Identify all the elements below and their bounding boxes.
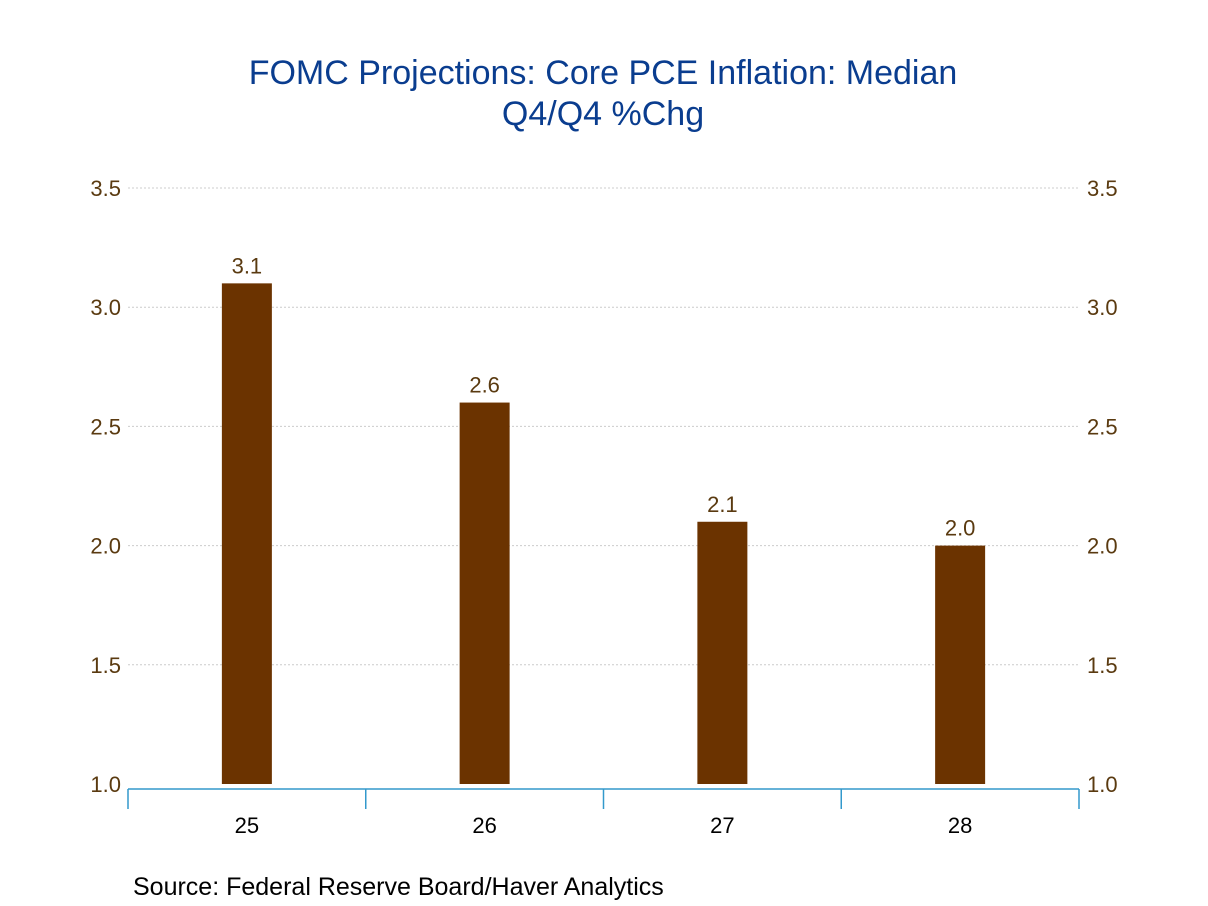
x-tick-label-26: 26 — [472, 813, 496, 838]
y-tick-left-3.0: 3.0 — [90, 295, 121, 320]
y-tick-left-3.5: 3.5 — [90, 176, 121, 201]
y-tick-left-1.0: 1.0 — [90, 772, 121, 797]
bar-26 — [459, 402, 510, 784]
gridlines — [128, 187, 1079, 666]
x-axis: 25 26 27 28 — [127, 788, 1080, 838]
x-tick-label-25: 25 — [235, 813, 259, 838]
bars: 3.1 2.6 2.1 2.0 — [221, 253, 986, 784]
bar-value-label-26: 2.6 — [469, 373, 500, 398]
chart-title-line-2: Q4/Q4 %Chg — [502, 95, 704, 133]
y-axis-ticks: 1.0 1.0 1.5 1.5 2.0 2.0 2.5 2.5 3.0 3.0 3.5 3.5 — [90, 176, 1117, 797]
y-tick-right-2.5: 2.5 — [1087, 414, 1118, 439]
bar-value-label-25: 3.1 — [232, 253, 263, 278]
x-tick-label-27: 27 — [710, 813, 734, 838]
y-tick-right-1.5: 1.5 — [1087, 653, 1118, 678]
bar-value-label-28: 2.0 — [945, 516, 976, 541]
bar-27 — [697, 521, 748, 784]
y-tick-right-1.0: 1.0 — [1087, 772, 1118, 797]
x-tick-label-28: 28 — [948, 813, 972, 838]
chart-title-line-1: FOMC Projections: Core PCE Inflation: Me… — [249, 54, 958, 92]
bar-value-label-27: 2.1 — [707, 492, 738, 517]
y-tick-right-3.0: 3.0 — [1087, 295, 1118, 320]
y-tick-left-2.5: 2.5 — [90, 414, 121, 439]
y-tick-right-2.0: 2.0 — [1087, 534, 1118, 559]
y-tick-left-1.5: 1.5 — [90, 653, 121, 678]
source-note: Source: Federal Reserve Board/Haver Anal… — [133, 873, 664, 901]
y-tick-left-2.0: 2.0 — [90, 534, 121, 559]
bar-25 — [221, 283, 272, 784]
y-tick-right-3.5: 3.5 — [1087, 176, 1118, 201]
bar-28 — [935, 545, 986, 784]
